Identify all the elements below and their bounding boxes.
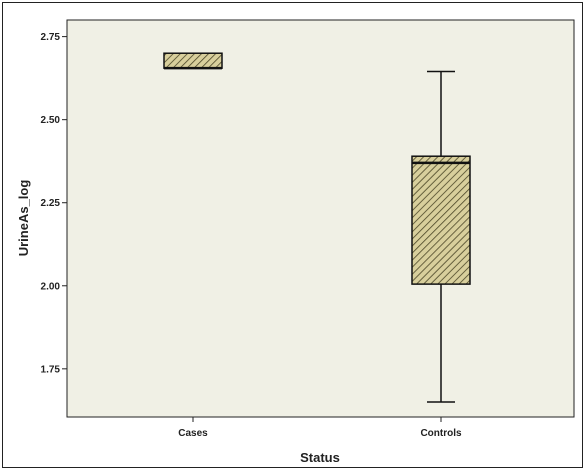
y-axis-ticks: 1.75 2.00 2.25 2.50 2.75 bbox=[41, 32, 67, 375]
x-axis-ticks: Cases Controls bbox=[178, 417, 462, 439]
y-tick-label: 2.25 bbox=[41, 198, 61, 209]
y-tick-label: 2.50 bbox=[41, 115, 61, 126]
box-iqr bbox=[163, 52, 223, 69]
y-tick-label: 2.75 bbox=[41, 32, 61, 43]
box-controls bbox=[411, 70, 471, 403]
y-axis-title: UrineAs_log bbox=[16, 180, 31, 257]
box-cases bbox=[163, 52, 223, 70]
x-axis-title: Status bbox=[300, 450, 340, 465]
x-tick-label: Cases bbox=[178, 428, 208, 439]
y-tick-label: 1.75 bbox=[41, 364, 61, 375]
boxes bbox=[163, 52, 471, 403]
plot-area bbox=[66, 19, 575, 418]
y-tick-label: 2.00 bbox=[41, 281, 61, 292]
x-tick-label: Controls bbox=[420, 428, 462, 439]
box-iqr bbox=[411, 155, 471, 285]
